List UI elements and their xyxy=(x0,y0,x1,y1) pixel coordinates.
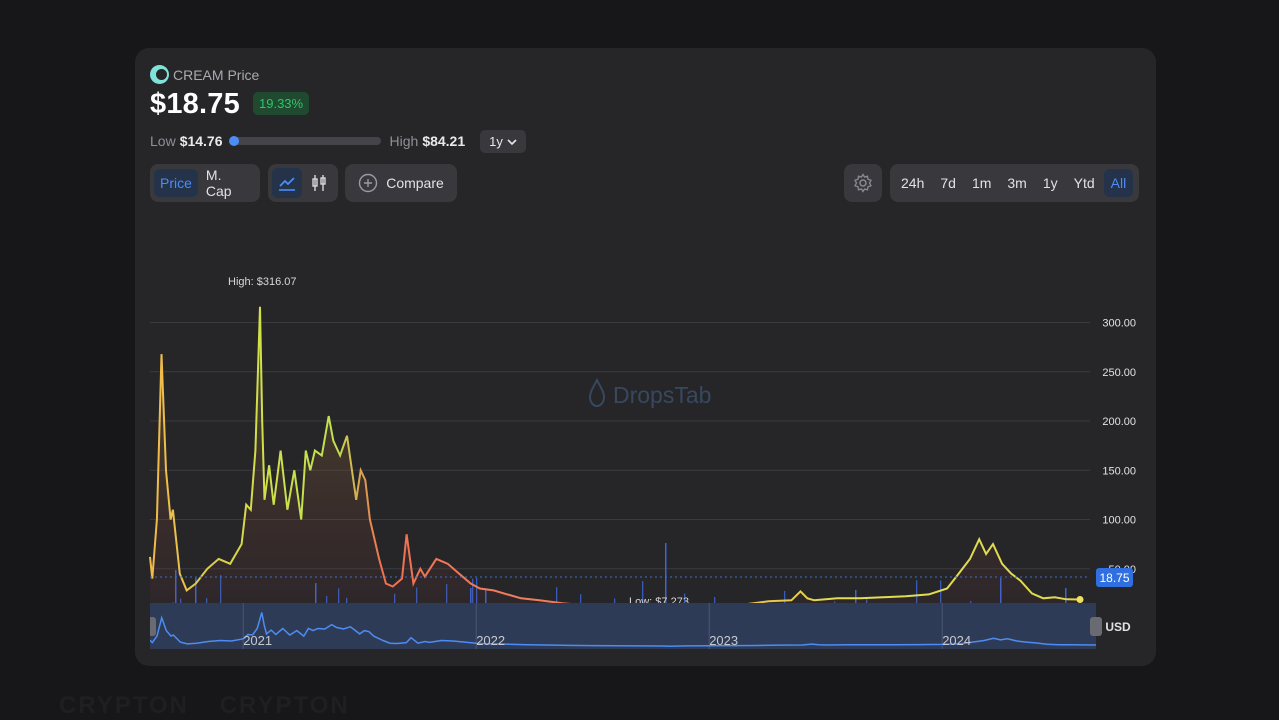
chevron-down-icon xyxy=(507,138,517,145)
watermark-text: DropsTab xyxy=(613,382,711,408)
navigator-right-handle[interactable] xyxy=(1090,617,1102,636)
navigator-label: 2022 xyxy=(476,633,505,648)
low-label: Low xyxy=(150,133,176,149)
navigator-line xyxy=(150,612,1097,647)
timeframe-24h[interactable]: 24h xyxy=(901,175,925,191)
volume-bar xyxy=(642,581,644,618)
current-price: $18.75 xyxy=(150,88,240,120)
timeframe-3m[interactable]: 3m xyxy=(1007,175,1027,191)
chart-type-toggle xyxy=(268,164,338,202)
candlestick-icon xyxy=(312,175,326,191)
line-chart-button[interactable] xyxy=(272,168,302,198)
timeframe-7d[interactable]: 7d xyxy=(940,175,956,191)
cream-logo-icon xyxy=(150,65,169,84)
compare-button[interactable]: Compare xyxy=(345,164,457,202)
line-chart-icon xyxy=(279,177,295,191)
current-price-badge-text: 18.75 xyxy=(1099,571,1129,585)
currency-label: USD xyxy=(1105,620,1131,634)
range-navigator[interactable]: 2021 2022 2023 2024 xyxy=(150,603,1110,651)
coin-title: CREAM Price xyxy=(173,66,260,83)
plus-circle-icon xyxy=(359,173,378,193)
y-tick-label: 100.00 xyxy=(1102,515,1136,527)
high-label: High xyxy=(389,133,419,149)
timeframe-1y[interactable]: 1y xyxy=(1042,175,1058,191)
navigator-label: 2023 xyxy=(709,633,738,648)
price-area xyxy=(150,306,1080,618)
range-period-select[interactable]: 1y xyxy=(480,130,526,153)
dropstab-watermark: DropsTab xyxy=(588,377,711,408)
tab-price[interactable]: Price xyxy=(154,169,198,197)
y-tick-label: 300.00 xyxy=(1102,318,1136,330)
timeframe-all[interactable]: All xyxy=(1103,169,1134,197)
chart-settings-button[interactable] xyxy=(844,164,882,202)
high-value: $84.21 xyxy=(422,133,466,149)
volume-bar xyxy=(665,543,667,618)
navigator-gridlines xyxy=(242,603,943,649)
navigator-left-handle[interactable] xyxy=(150,617,156,636)
range-period-value: 1y xyxy=(489,134,503,149)
title-row: CREAM Price xyxy=(150,65,259,84)
low-value: $14.76 xyxy=(179,133,223,149)
y-tick-label: 250.00 xyxy=(1102,367,1136,379)
range-marker xyxy=(228,136,239,146)
compare-label: Compare xyxy=(386,175,444,191)
price-range: Low $14.76 High $84.21 xyxy=(150,133,465,149)
high-annotation: High: $316.07 xyxy=(228,276,297,288)
timeframe-1m[interactable]: 1m xyxy=(971,175,992,191)
y-tick-label: 150.00 xyxy=(1102,465,1136,477)
navigator-label: 2024 xyxy=(942,633,971,648)
gear-icon xyxy=(854,173,872,193)
navigator-selection xyxy=(150,603,1096,649)
timeframe-ytd[interactable]: Ytd xyxy=(1073,175,1095,191)
navigator-label: 2021 xyxy=(243,633,272,648)
change-badge: 19.33% xyxy=(253,92,310,115)
timeframe-tabs: 24h 7d 1m 3m 1y Ytd All xyxy=(890,164,1139,202)
range-bar xyxy=(228,136,381,146)
current-price-dot xyxy=(1076,596,1084,604)
navigator-labels: 2021 2022 2023 2024 xyxy=(243,633,971,648)
crypton-watermark: CRYPTON CRYPTON xyxy=(59,692,372,720)
y-tick-label: 200.00 xyxy=(1102,416,1136,428)
price-line xyxy=(149,306,1081,612)
current-price-badge xyxy=(1096,568,1133,587)
candlestick-chart-button[interactable] xyxy=(304,168,334,198)
tab-market-cap[interactable]: M. Cap xyxy=(205,167,232,199)
price-card: CREAM Price $18.75 19.33% Low $14.76 Hig… xyxy=(135,48,1156,666)
metric-tabs: Price M. Cap xyxy=(150,164,260,202)
